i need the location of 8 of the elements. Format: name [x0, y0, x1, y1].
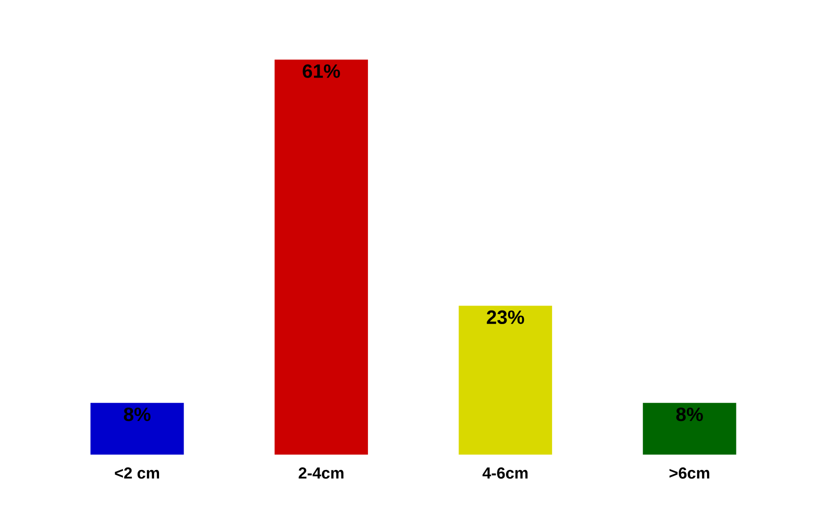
x-tick-label: <2 cm	[114, 467, 160, 479]
x-tick-label: 4-6cm	[482, 467, 528, 479]
x-tick-label: 2-4cm	[298, 467, 344, 479]
data-label: 23%	[486, 310, 524, 324]
data-label: 61%	[302, 64, 340, 78]
x-tick-label: >6cm	[670, 467, 710, 479]
data-label: 8%	[124, 408, 151, 422]
data-label: 8%	[676, 408, 703, 422]
